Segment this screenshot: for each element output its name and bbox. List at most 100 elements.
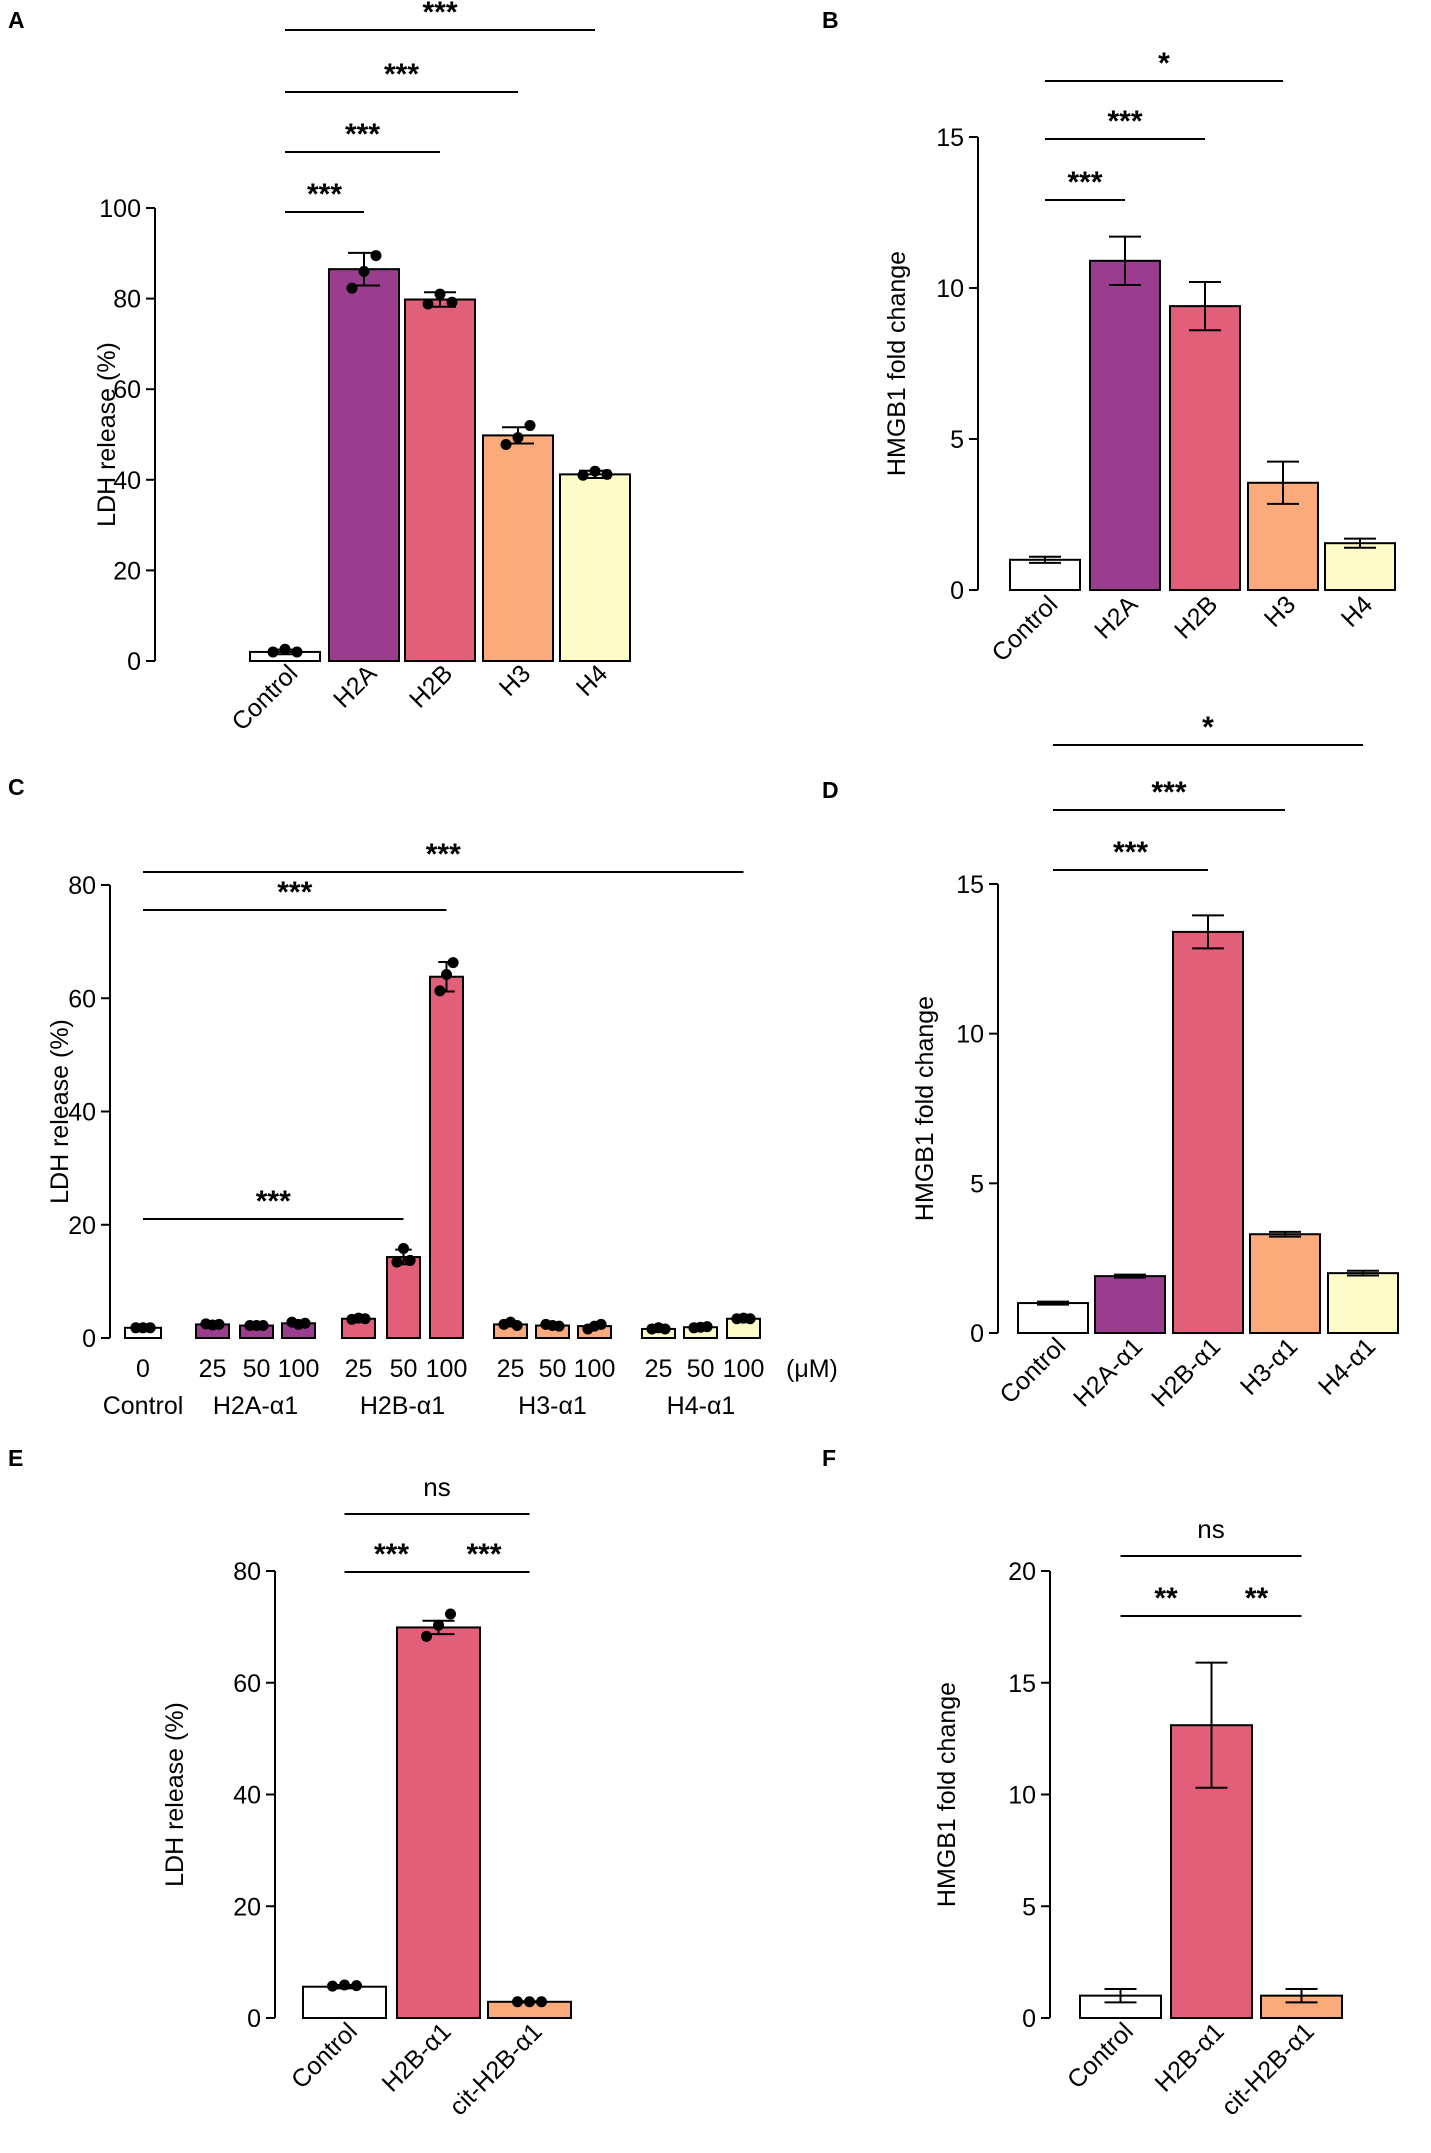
data-point (595, 1318, 607, 1330)
data-point (744, 1313, 756, 1325)
y-tick-label: 0 (1022, 2005, 1036, 2033)
significance-label: *** (426, 838, 461, 871)
group-label: H4-α1 (667, 1392, 736, 1420)
y-axis-title: HMGB1 fold change (911, 996, 939, 1221)
bar (1017, 1302, 1089, 1334)
category-label: H2B-α1 (377, 2017, 457, 2097)
panel-f: F 0 5 10 15 20 HMGB1 fold change Control H2B-α1c… (822, 1445, 1343, 2121)
significance-label: *** (256, 1185, 291, 1218)
data-point (213, 1318, 225, 1330)
category-label: H2A-α1 (1068, 1332, 1148, 1412)
significance-label: *** (345, 118, 380, 151)
category-label: Control (1062, 2017, 1139, 2094)
bar (1009, 558, 1081, 591)
y-tick-label: 10 (1008, 1782, 1036, 1810)
bar-label: 100 (574, 1355, 616, 1383)
significance-label: *** (374, 1538, 409, 1571)
y-axis-title: LDH release (%) (161, 1702, 189, 1887)
y-tick-label: 60 (233, 1670, 261, 1698)
data-point (553, 1320, 565, 1332)
category-label: Control (226, 659, 303, 736)
y-tick-label: 60 (113, 376, 141, 404)
y-tick-label: 0 (82, 1325, 96, 1353)
bar (1327, 1272, 1399, 1334)
data-point (434, 985, 446, 997)
category-label: H2B (404, 659, 458, 713)
y-tick-label: 20 (1008, 1558, 1036, 1586)
bar (559, 473, 631, 663)
panel-d: D 0 5 10 15 HMGB1 fold change ControlH2A-α1H2B… (822, 711, 1399, 1413)
y-tick-label: 15 (1008, 1670, 1036, 1698)
category-label: Control (286, 2017, 363, 2094)
data-point (500, 438, 512, 450)
significance-label: *** (384, 58, 419, 91)
y-tick-label: 40 (233, 1782, 261, 1810)
y-tick-label: 80 (233, 1558, 261, 1586)
category-label: H2B (1169, 590, 1223, 644)
y-tick-label: 0 (127, 648, 141, 676)
y-axis-title: LDH release (%) (46, 1019, 74, 1204)
bar-label: 100 (426, 1355, 468, 1383)
panel-e: E 0 20 40 60 80 LDH release (%) Control H2B-α1ci… (8, 1445, 572, 2121)
y-tick-label: 40 (68, 1099, 96, 1127)
data-point (370, 250, 382, 262)
data-point (511, 1320, 523, 1332)
significance-label: ** (1154, 1582, 1178, 1615)
panel-letter: E (8, 1445, 23, 1471)
category-label: cit-H2B-α1 (444, 2017, 548, 2121)
bar-label: 50 (243, 1355, 271, 1383)
data-point (339, 1979, 350, 1991)
data-point (358, 265, 370, 277)
group-label: Control (103, 1392, 184, 1420)
significance-label: * (1158, 47, 1170, 80)
bar (386, 1256, 421, 1339)
bar-label: 25 (199, 1355, 227, 1383)
data-point (447, 957, 459, 969)
bar-label: 50 (539, 1355, 567, 1383)
bar-label: 50 (687, 1355, 715, 1383)
y-tick-label: 80 (113, 286, 141, 314)
category-label: Control (986, 590, 1063, 667)
data-point (433, 1619, 444, 1631)
data-point (512, 432, 524, 444)
significance-label: *** (1151, 776, 1186, 809)
data-point (577, 469, 589, 481)
data-point (279, 643, 291, 655)
y-tick-label: 60 (68, 985, 96, 1013)
data-point (291, 646, 303, 658)
data-point (524, 419, 536, 431)
category-label: H3 (1259, 590, 1301, 632)
category-label: H2A (328, 659, 382, 713)
data-point (398, 1243, 409, 1255)
panel-letter: F (822, 1445, 836, 1471)
category-label: cit-H2B-α1 (1216, 2017, 1320, 2121)
bar (404, 298, 476, 662)
category-label: Control (994, 1332, 1071, 1409)
significance-label: *** (1067, 166, 1102, 199)
group-label: H2A-α1 (213, 1392, 298, 1420)
data-point (421, 1630, 432, 1642)
bar (1169, 305, 1241, 591)
data-point (257, 1320, 269, 1332)
significance-label: *** (277, 876, 312, 909)
y-tick-label: 5 (1022, 1893, 1036, 1921)
y-axis-title: HMGB1 fold change (933, 1682, 961, 1907)
data-point (601, 468, 613, 480)
y-tick-label: 40 (113, 467, 141, 495)
y-tick-label: 20 (233, 1893, 261, 1921)
data-point (351, 1980, 362, 1992)
category-label: H2B-α1 (1146, 1332, 1226, 1412)
category-label: H4 (1336, 590, 1378, 632)
bar (1089, 259, 1161, 591)
bar (1249, 1233, 1321, 1334)
data-point (536, 1996, 547, 2008)
significance-label: * (1202, 711, 1214, 744)
panel-letter: B (822, 7, 839, 33)
y-tick-label: 5 (950, 426, 964, 454)
bar-label: 25 (345, 1355, 373, 1383)
bar (1172, 930, 1244, 1334)
y-tick-label: 10 (956, 1021, 984, 1049)
y-tick-label: 0 (970, 1320, 984, 1348)
